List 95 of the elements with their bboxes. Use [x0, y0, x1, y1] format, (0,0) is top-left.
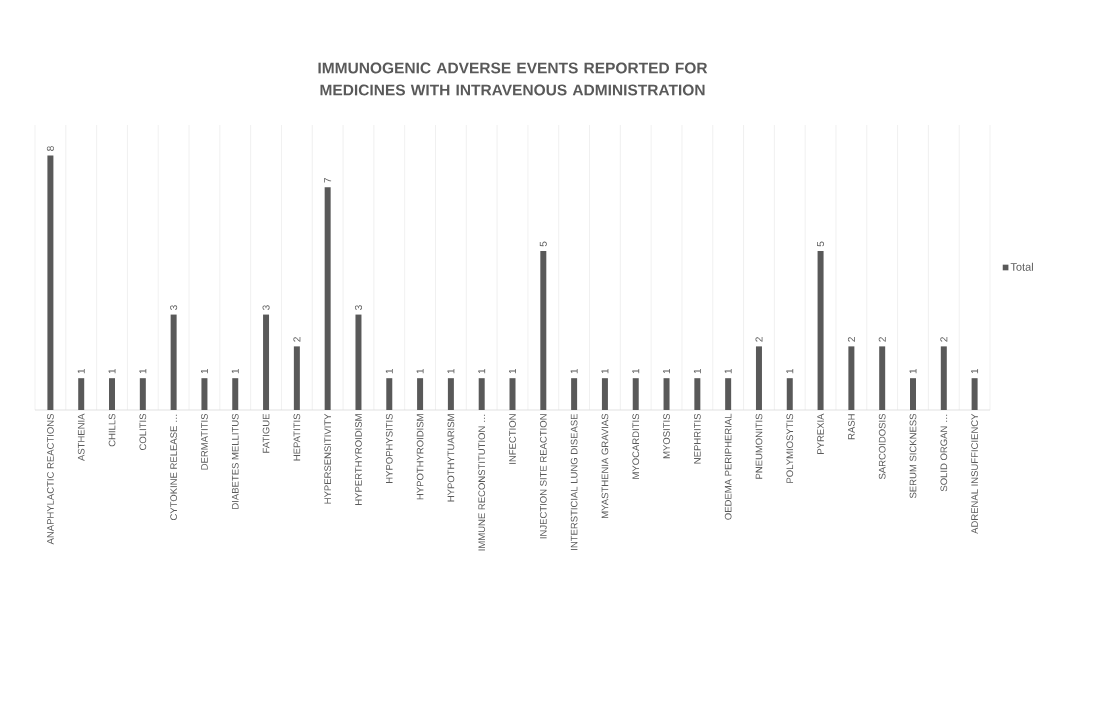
x-tick-label: DERMATITIS [201, 413, 208, 470]
x-tick-label: HYPERSENSITIVITY [324, 413, 332, 504]
bar [909, 378, 916, 410]
bar [940, 346, 947, 410]
x-tick-label: NEPHRITIS [693, 413, 701, 464]
data-label: 1 [231, 368, 239, 374]
data-label: 2 [847, 337, 855, 342]
bar [601, 378, 608, 410]
data-label: 1 [447, 368, 455, 374]
bar [694, 378, 701, 410]
x-tick-label: HEPATITIS [293, 413, 301, 461]
bar [109, 378, 116, 410]
bar [293, 346, 300, 410]
bar [848, 346, 855, 410]
data-label: 1 [601, 368, 609, 374]
data-label: 7 [324, 178, 332, 183]
bar [47, 155, 54, 410]
data-label: 3 [262, 305, 270, 310]
x-tick-label: INTERSTICIAL LUNG DISEASE [570, 413, 578, 550]
x-tick-label: HYPOTHYTUARISM [447, 414, 455, 502]
data-label: 1 [724, 368, 732, 374]
x-tick-label: PNEUMONITIS [755, 413, 763, 479]
bar [632, 378, 639, 410]
x-tick-label: INFECTION [509, 414, 516, 464]
x-tick-label: MYASTHENIA GRAVIAS [601, 413, 609, 518]
bar [139, 378, 146, 410]
data-label: 2 [878, 337, 886, 342]
bar [755, 346, 762, 410]
data-label: 3 [170, 305, 178, 310]
bar [201, 378, 208, 410]
x-tick-label: HYPOTHYROIDISM [416, 414, 424, 500]
x-tick-label: RASH [848, 414, 855, 440]
x-tick-label: OEDEMA PERIPHERIAL [724, 413, 732, 520]
x-tick-label: SOLID ORGAN … [940, 414, 948, 492]
x-tick-label: IMMUNE RECONSTITUTION … [478, 414, 486, 551]
x-tick-label: CYTOKINE RELEASE … [170, 414, 177, 521]
legend-label: Total [1010, 262, 1033, 271]
bar [478, 378, 485, 410]
bar [232, 378, 239, 410]
data-label: 1 [77, 368, 85, 374]
bar [417, 378, 424, 410]
data-label: 1 [108, 368, 116, 374]
data-label: 1 [416, 368, 424, 374]
data-label: 1 [478, 368, 486, 374]
x-tick-label: POLYMIOSYTIS [786, 413, 794, 483]
data-label: 5 [539, 241, 547, 247]
bar [355, 314, 362, 410]
x-tick-label: MYOCARDITIS [632, 413, 640, 479]
bar [971, 378, 978, 410]
bar [509, 378, 516, 410]
data-label: 1 [385, 368, 393, 374]
data-label: 1 [971, 368, 979, 374]
x-tick-label: PYREXIA [817, 413, 824, 454]
data-label: 1 [632, 368, 640, 374]
x-tick-label: ASTHENIA [77, 413, 85, 462]
bar [817, 250, 824, 410]
x-tick-label: CHILLS [108, 413, 116, 447]
bar [879, 346, 886, 410]
bar [447, 378, 454, 410]
chart-title: IMMUNOGENIC ADVERSE EVENTS REPORTED FOR MEDICINES WITH INTRAVENOUS ADMINISTRATION [318, 62, 708, 96]
data-label: 1 [909, 368, 917, 374]
x-tick-label: HYPERTHYROIDISM [355, 414, 362, 505]
bar [170, 314, 177, 410]
data-label: 1 [201, 368, 208, 374]
data-label: 1 [693, 368, 701, 374]
bar [324, 187, 331, 410]
data-label: 1 [570, 368, 578, 374]
x-tick-label: SARCOIDOSIS [878, 413, 886, 480]
data-label: 1 [786, 368, 794, 374]
x-tick-label: COLITIS [139, 413, 147, 450]
x-tick-label: DIABETES MELLITUS [231, 413, 239, 509]
data-label: 1 [663, 368, 670, 374]
bar [663, 378, 670, 410]
data-label: 5 [817, 241, 825, 247]
bar [725, 378, 732, 410]
data-label: 2 [293, 337, 301, 342]
x-tick-label: SERUM SICKNESS [909, 413, 917, 499]
bar [540, 250, 547, 410]
bar [571, 378, 578, 410]
bar [78, 378, 85, 410]
x-tick-label: HYPOPHYSITIS [385, 413, 393, 483]
bar [786, 378, 793, 410]
x-tick-label: MYOSITIS [663, 413, 670, 459]
data-label: 2 [755, 337, 763, 342]
data-label: 8 [46, 146, 54, 151]
data-label: 3 [354, 305, 363, 310]
data-label: 1 [139, 368, 147, 374]
x-tick-label: INJECTION SITE REACTION [539, 414, 547, 539]
x-tick-label: ANAPHYLACTIC REACTIONS [47, 413, 54, 545]
x-tick-label: FATIGUE [262, 413, 270, 453]
x-tick-label: ADRENAL INSUFFICIENCY [971, 413, 978, 534]
data-label: 1 [509, 368, 516, 374]
data-label: 2 [940, 337, 948, 342]
bar [263, 314, 270, 410]
bar [386, 378, 393, 410]
